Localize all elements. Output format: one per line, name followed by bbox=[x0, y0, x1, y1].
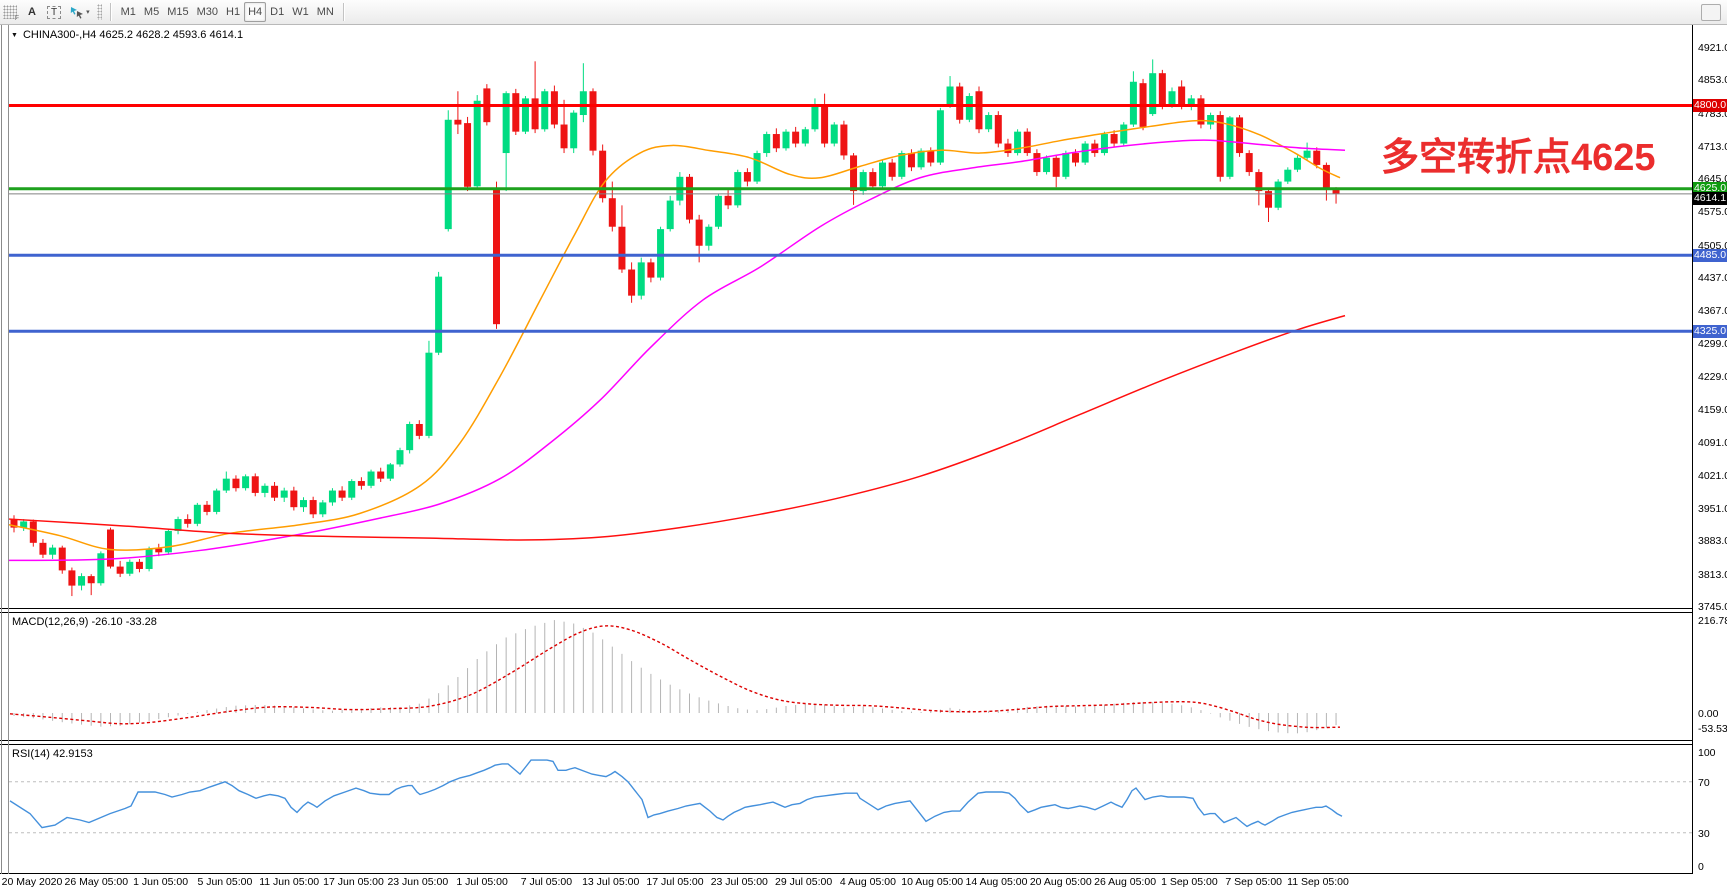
rsi-line bbox=[9, 759, 1343, 829]
candles-layer bbox=[10, 59, 1340, 597]
date-label: 7 Jul 05:00 bbox=[520, 876, 573, 888]
ma-fast-orange bbox=[8, 119, 1341, 551]
date-label: 1 Jul 05:00 bbox=[456, 876, 508, 888]
price-badge: 4485.0 bbox=[1693, 248, 1727, 262]
symbol-dropdown[interactable]: ▼ CHINA300-,H4 4625.2 4628.2 4593.6 4614… bbox=[11, 29, 243, 41]
cursor-arrows-icon bbox=[70, 7, 84, 19]
date-label: 11 Jun 05:00 bbox=[259, 876, 320, 888]
pane-borders bbox=[0, 25, 1727, 890]
price-tick-label: 4229.0 bbox=[1698, 370, 1727, 383]
price-tick-label: 4921.0 bbox=[1698, 42, 1727, 54]
ma-mid-magenta bbox=[8, 139, 1346, 562]
date-label: 5 Jun 05:00 bbox=[197, 876, 253, 888]
date-label: 26 May 05:00 bbox=[64, 876, 129, 888]
chart-window: ▼ CHINA300-,H4 4625.2 4628.2 4593.6 4614… bbox=[0, 25, 1727, 890]
macd-tick-label: 216.78 bbox=[1698, 615, 1727, 627]
text-box-tool-button[interactable]: T bbox=[43, 2, 65, 22]
rsi-indicator-label: RSI(14) 42.9153 bbox=[12, 748, 93, 760]
cursor-tool-button[interactable]: ▾ bbox=[65, 2, 94, 22]
timeframe-button-m5[interactable]: M5 bbox=[143, 6, 160, 18]
macd-tick-label: 0.00 bbox=[1698, 708, 1719, 720]
date-label: 1 Jun 05:00 bbox=[133, 876, 189, 888]
date-label: 14 Aug 05:00 bbox=[965, 876, 1028, 888]
price-badge: 4800.0 bbox=[1693, 99, 1727, 113]
toolbar: F A T ▾ M1 M5 M15 M30 H1 H4 D1 W1 MN bbox=[0, 0, 1727, 25]
chart-title-text: CHINA300-,H4 4625.2 4628.2 4593.6 4614.1 bbox=[22, 29, 244, 41]
price-tick-label: 4091.0 bbox=[1698, 436, 1727, 449]
macd-tick-label: -53.53 bbox=[1698, 723, 1727, 735]
rsi-tick-label: 70 bbox=[1698, 776, 1710, 789]
ma-slow-red bbox=[8, 314, 1346, 541]
date-label: 13 Jul 05:00 bbox=[582, 876, 640, 888]
date-label: 20 Aug 05:00 bbox=[1029, 876, 1092, 888]
timeframe-button-h4[interactable]: H4 bbox=[244, 2, 267, 22]
rsi-tick-label: 0 bbox=[1698, 861, 1704, 873]
macd-signal-line bbox=[9, 625, 1341, 729]
rsi-tick-label: 100 bbox=[1698, 747, 1716, 759]
price-tick-label: 4299.0 bbox=[1698, 337, 1727, 350]
price-badge: 4325.0 bbox=[1693, 324, 1727, 338]
date-label: 20 May 2020 bbox=[1, 876, 63, 888]
toolbar-right-icon[interactable] bbox=[1701, 4, 1721, 21]
price-tick-label: 4367.0 bbox=[1698, 305, 1727, 318]
timeframe-button-m30[interactable]: M30 bbox=[196, 6, 218, 18]
date-label: 11 Sep 05:00 bbox=[1287, 876, 1349, 888]
timeframe-button-mn[interactable]: MN bbox=[316, 6, 334, 18]
toolbar-grip-icon[interactable]: F bbox=[3, 5, 19, 22]
time-axis[interactable]: 20 May 2020 26 May 05:00 1 Jun 05:00 5 Jun … bbox=[0, 874, 1727, 890]
dropdown-caret-icon: ▾ bbox=[86, 9, 90, 16]
date-label: 7 Sep 05:00 bbox=[1225, 876, 1283, 888]
date-label: 17 Jun 05:00 bbox=[323, 876, 384, 888]
timeframe-button-w1[interactable]: W1 bbox=[292, 6, 309, 18]
chevron-down-icon: ▼ bbox=[11, 31, 18, 39]
price-tick-label: 4713.0 bbox=[1698, 140, 1727, 153]
date-label: 10 Aug 05:00 bbox=[901, 876, 964, 888]
price-badge: 4625.0 bbox=[1693, 182, 1727, 196]
timeframe-button-m1[interactable]: M1 bbox=[120, 6, 136, 18]
price-tick-label: 4853.0 bbox=[1698, 74, 1727, 87]
toolbar-section-grip[interactable] bbox=[96, 4, 102, 20]
price-tick-label: 3883.0 bbox=[1698, 535, 1727, 548]
price-tick-label: 4021.0 bbox=[1698, 469, 1727, 482]
rsi-tick-label: 30 bbox=[1698, 827, 1710, 840]
price-badge: 4614.1 bbox=[1693, 192, 1727, 206]
text-label-tool-button[interactable]: A bbox=[28, 6, 36, 18]
date-label: 4 Aug 05:00 bbox=[839, 876, 896, 888]
timeframe-group: M1 M5 M15 M30 H1 H4 D1 W1 MN bbox=[117, 2, 338, 22]
timeframe-button-m15[interactable]: M15 bbox=[167, 6, 189, 18]
horizontal-levels-layer bbox=[9, 104, 1692, 333]
price-tick-label: 4437.0 bbox=[1698, 272, 1727, 285]
price-tick-label: 4575.0 bbox=[1698, 206, 1727, 219]
date-label: 17 Jul 05:00 bbox=[646, 876, 704, 888]
price-axis[interactable]: 4921.0 4853.0 4783.0 4713.0 4645.0 4575.0 4505… bbox=[1693, 25, 1727, 874]
timeframe-button-h1[interactable]: H1 bbox=[226, 6, 241, 18]
toolbar-separator bbox=[109, 3, 112, 21]
price-tick-label: 3813.0 bbox=[1698, 568, 1727, 581]
macd-indicator-label: MACD(12,26,9) -26.10 -33.28 bbox=[12, 616, 157, 628]
macd-histogram bbox=[13, 620, 1337, 734]
date-label: 23 Jul 05:00 bbox=[710, 876, 768, 888]
annotation-text[interactable]: 多空转折点4625 bbox=[1381, 137, 1656, 179]
price-tick-label: 4159.0 bbox=[1698, 404, 1727, 417]
date-label: 26 Aug 05:00 bbox=[1094, 876, 1157, 888]
price-tick-label: 3951.0 bbox=[1698, 503, 1727, 516]
chart-canvas[interactable] bbox=[0, 25, 1727, 890]
toolbar-separator bbox=[342, 3, 345, 21]
date-label: 23 Jun 05:00 bbox=[387, 876, 449, 888]
timeframe-button-d1[interactable]: D1 bbox=[270, 6, 285, 18]
date-label: 29 Jul 05:00 bbox=[774, 876, 833, 888]
price-tick-label: 3745.0 bbox=[1698, 601, 1727, 613]
date-label: 1 Sep 05:00 bbox=[1161, 876, 1218, 888]
